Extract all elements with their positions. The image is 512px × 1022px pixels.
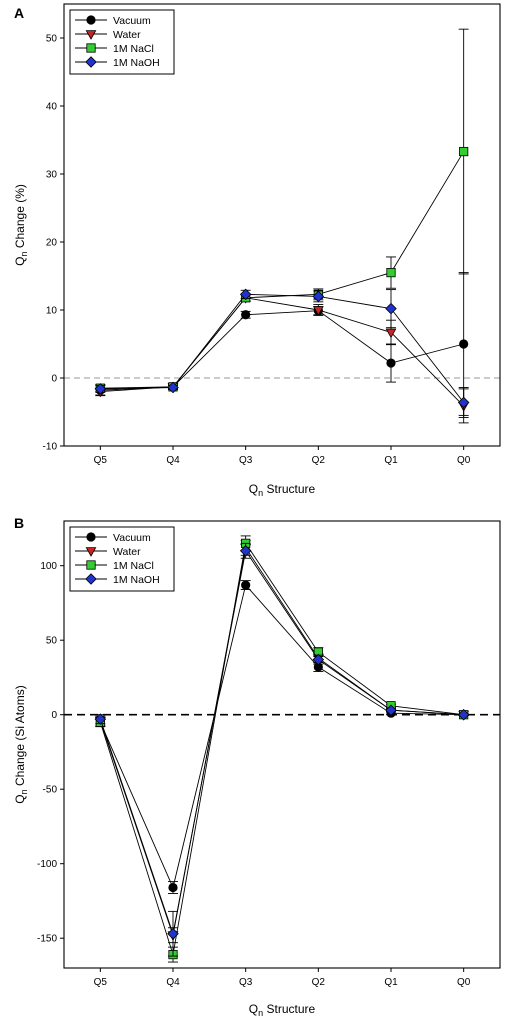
- panel-label: B: [14, 515, 24, 531]
- data-point: [312, 653, 325, 666]
- chart-panel-a: A -10 0 10 20 30 40 50 Q5 Q4 Q3 Q2 Q1 Q0 Vacuum Water 1M…: [13, 3, 501, 498]
- legend: Vacuum Water 1M NaCl 1M NaOH: [69, 526, 175, 592]
- legend-marker: [85, 30, 97, 40]
- series-water: [94, 539, 470, 944]
- chart-panel-b: B -150 -100 -50 0 50 100 Q5 Q4 Q3 Q2 Q1 Q0 Vacuum Wate…: [13, 515, 501, 1018]
- legend-marker: [86, 43, 96, 53]
- data-point: [167, 381, 179, 394]
- series-vacuum: [95, 272, 469, 416]
- legend-entry: Water: [75, 29, 141, 41]
- y-tick-label: 20: [46, 238, 58, 249]
- legend-label: 1M NaCl: [113, 43, 154, 55]
- x-tick-label: Q4: [166, 455, 180, 466]
- y-tick-label: -100: [37, 859, 57, 870]
- y-tick-label: -50: [43, 785, 58, 796]
- data-point: [312, 306, 324, 316]
- legend-marker: [86, 15, 96, 25]
- data-point: [241, 580, 251, 590]
- series-1m-naoh: [94, 542, 470, 957]
- legend-label: 1M NaOH: [113, 57, 160, 69]
- legend-entry: 1M NaOH: [75, 56, 160, 69]
- y-tick-label: -150: [37, 934, 57, 945]
- x-axis-title: Qn Structure: [249, 482, 316, 498]
- series-line: [100, 297, 464, 407]
- x-tick-label: Q1: [384, 455, 398, 466]
- y-axis-title: Qn Change (Si Atoms): [13, 685, 29, 803]
- legend-entry: Vacuum: [75, 15, 151, 27]
- x-tick-label: Q0: [457, 977, 471, 988]
- series-line: [100, 151, 465, 389]
- data-point: [168, 882, 178, 893]
- legend-label: 1M NaCl: [113, 560, 154, 572]
- x-tick-label: Q3: [239, 455, 253, 466]
- data-point: [167, 927, 179, 940]
- y-tick-label: -10: [43, 442, 58, 453]
- legend-label: Vacuum: [113, 15, 151, 27]
- data-point: [385, 302, 397, 315]
- x-tick-label: Q5: [94, 455, 108, 466]
- data-point: [459, 146, 469, 157]
- legend-marker: [86, 560, 96, 570]
- x-tick-label: Q4: [166, 977, 180, 988]
- data-point: [239, 545, 252, 557]
- data-point: [459, 339, 469, 349]
- data-point: [457, 708, 470, 721]
- legend-label: Water: [113, 29, 141, 41]
- legend-marker: [85, 547, 97, 557]
- legend-label: Vacuum: [113, 532, 151, 544]
- legend-entry: 1M NaOH: [75, 573, 160, 586]
- series-line: [100, 293, 465, 403]
- y-tick-label: 10: [46, 306, 58, 317]
- x-tick-label: Q5: [94, 977, 108, 988]
- series-line: [99, 584, 464, 889]
- legend-entry: 1M NaCl: [75, 43, 154, 55]
- x-tick-label: Q3: [239, 977, 253, 988]
- plot-frame: [63, 3, 501, 447]
- data-point: [94, 713, 107, 725]
- legend-entry: 1M NaCl: [75, 560, 154, 572]
- legend-label: Water: [113, 546, 141, 558]
- y-tick-label: 50: [46, 34, 58, 45]
- data-point: [241, 310, 251, 320]
- y-tick-label: 100: [40, 561, 57, 572]
- series-line: [99, 542, 464, 955]
- data-point: [385, 328, 397, 339]
- series-1m-nacl: [95, 28, 469, 393]
- y-tick-label: 50: [46, 636, 58, 647]
- legend-marker: [85, 56, 97, 68]
- x-tick-label: Q2: [312, 977, 326, 988]
- series-1m-naoh: [94, 288, 470, 418]
- legend-entry: Vacuum: [75, 532, 151, 544]
- y-tick-label: 30: [46, 170, 58, 181]
- data-point: [312, 290, 325, 303]
- legend-entry: Water: [75, 546, 141, 558]
- legend-label: 1M NaOH: [113, 574, 160, 586]
- legend-marker: [86, 532, 96, 542]
- data-point: [386, 358, 396, 368]
- x-tick-label: Q1: [384, 977, 398, 988]
- series-vacuum: [95, 580, 469, 894]
- data-point: [457, 396, 470, 409]
- series-water: [94, 293, 470, 424]
- y-tick-label: 40: [46, 102, 58, 113]
- panel-label: A: [14, 5, 24, 21]
- y-tick-label: 0: [51, 374, 57, 385]
- series-1m-nacl: [95, 535, 469, 963]
- y-tick-label: 0: [51, 710, 57, 721]
- legend: Vacuum Water 1M NaCl 1M NaOH: [69, 9, 175, 75]
- x-axis-title: Qn Structure: [249, 1002, 316, 1018]
- plot-frame: [63, 520, 501, 969]
- legend-marker: [85, 573, 97, 585]
- y-axis-title: Qn Change (%): [13, 184, 29, 266]
- x-tick-label: Q2: [312, 455, 326, 466]
- data-point: [385, 704, 397, 716]
- series-line: [99, 549, 464, 936]
- data-point: [386, 267, 396, 278]
- data-point: [94, 383, 107, 395]
- data-point: [239, 288, 252, 301]
- x-tick-label: Q0: [457, 455, 471, 466]
